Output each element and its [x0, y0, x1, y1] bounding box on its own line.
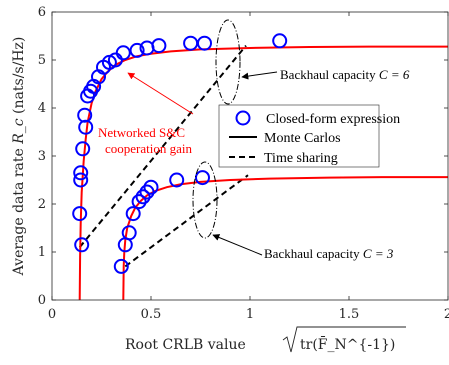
x-axis-title: Root CRLB value tr(F̄_N^{-1})	[125, 326, 406, 353]
annotation-ellipse-c3	[192, 161, 218, 239]
y-tick-label: 1	[38, 245, 46, 260]
x-tick-label: 1.5	[339, 307, 360, 322]
x-tick-label: 2	[444, 307, 449, 322]
annotation-arrow-c6	[241, 71, 278, 80]
x-tick-label: 0.5	[141, 307, 162, 322]
data-point-closed-form-c3	[139, 184, 155, 200]
y-axis: 0 1 2 3 4 5 6	[38, 5, 448, 308]
series-line-time-sharing-c6	[78, 44, 247, 248]
annotation-arrow-c3	[212, 234, 263, 256]
annotation-text-c3: Backhaul capacity C = 3	[264, 246, 394, 261]
data-point-closed-form-c6	[151, 38, 167, 54]
data-point-closed-form-c6	[73, 165, 89, 181]
annotation-arrow-gain	[127, 72, 194, 115]
x-tick-label: 0	[48, 307, 56, 322]
annotation-gain-line2: cooperation gain	[105, 141, 192, 156]
series-line-time-sharing-c3	[124, 174, 249, 268]
data-point-closed-form-c6	[272, 33, 288, 49]
data-point-closed-form-c3	[195, 170, 210, 186]
y-tick-label: 0	[38, 293, 46, 308]
series-layer	[72, 33, 448, 301]
legend-label-time-sharing: Time sharing	[264, 151, 338, 166]
data-point-closed-form-c6	[75, 141, 91, 157]
data-point-closed-form-c3	[113, 258, 129, 274]
data-point-closed-form-c6	[115, 45, 131, 61]
y-tick-label: 5	[38, 53, 46, 68]
x-tick-label: 1	[246, 307, 254, 322]
data-point-closed-form-c3	[143, 179, 159, 195]
data-point-closed-form-c6	[197, 35, 212, 51]
data-point-closed-form-c3	[135, 189, 151, 205]
y-tick-label: 4	[38, 101, 46, 116]
annotation-ellipse-c6	[215, 19, 241, 105]
x-axis-title-sqrt-sign	[282, 326, 406, 353]
y-tick-label: 2	[38, 197, 46, 212]
data-point-closed-form-c3	[131, 194, 147, 210]
data-point-closed-form-c6	[74, 237, 90, 253]
y-axis-title: Average data rate R_c (nats/s/Hz)	[11, 37, 27, 277]
annotation-text-c6: Backhaul capacity C = 6	[280, 67, 410, 82]
annotation-gain-line1: Networked S&C	[98, 125, 185, 140]
legend-label-monte-carlos: Monte Carlos	[264, 131, 341, 146]
data-point-closed-form-c3	[121, 225, 137, 241]
y-tick-label: 6	[38, 5, 46, 20]
legend-label-closed-form: Closed-form expression	[266, 112, 400, 127]
data-point-closed-form-c6	[73, 172, 89, 188]
data-point-closed-form-c3	[125, 206, 141, 222]
y-tick-label: 3	[38, 149, 46, 164]
x-axis-title-math: tr(F̄_N^{-1})	[300, 335, 395, 353]
legend-marker-closed-form	[235, 110, 251, 126]
data-point-closed-form-c6	[72, 206, 88, 222]
legend: Closed-form expression Monte Carlos Time…	[218, 104, 400, 168]
data-point-closed-form-c6	[129, 42, 145, 58]
x-axis-title-text: Root CRLB value	[125, 337, 246, 353]
data-point-closed-form-c6	[77, 107, 93, 123]
data-point-closed-form-c3	[169, 172, 185, 188]
x-axis: 0 0.5 1 1.5 2	[48, 12, 449, 322]
